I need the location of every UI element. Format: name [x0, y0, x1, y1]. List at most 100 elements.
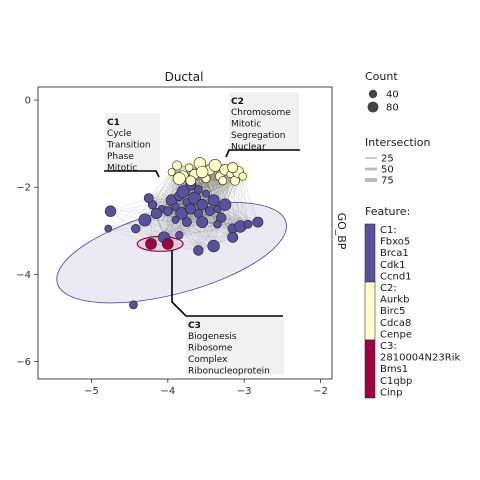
legend-feature-gene: Fbxo5	[380, 237, 410, 248]
cluster-id-c3: C3	[188, 321, 201, 331]
node-c2-15	[238, 172, 247, 181]
network-edge	[237, 171, 259, 223]
node-c1-37	[175, 231, 184, 240]
network-edge	[221, 180, 236, 218]
x-tick-label: −2	[313, 386, 328, 397]
cluster-leader-line-c1	[104, 170, 160, 178]
legend-count-label: 40	[386, 90, 399, 101]
network-edge	[161, 171, 172, 210]
cluster-term-c3: Biogenesis	[188, 332, 237, 342]
network-edge	[240, 176, 243, 227]
network-edge	[167, 243, 214, 247]
y-tick-label: −4	[16, 270, 31, 281]
network-edge	[108, 228, 152, 245]
node-c1-9	[188, 191, 201, 205]
network-edge	[198, 224, 218, 251]
cluster-label-box-c3	[186, 316, 284, 374]
network-edge	[198, 228, 233, 251]
network-edge	[198, 204, 226, 251]
network-edge	[135, 228, 180, 236]
cluster-term-c1: Transition	[106, 141, 151, 151]
network-edge	[217, 208, 259, 223]
legend-count-label: 80	[386, 103, 399, 114]
network-edge	[175, 219, 199, 251]
network-edge	[234, 180, 249, 225]
node-c2-2	[172, 160, 182, 171]
network-edge	[209, 169, 226, 205]
legend-intersection-title: Intersection	[365, 136, 430, 149]
network-edge	[194, 180, 236, 199]
network-edge	[217, 180, 224, 210]
legend-feature-group-label: C3:	[380, 341, 397, 352]
network-edge	[167, 221, 203, 245]
node-c1-24	[182, 217, 192, 228]
x-tick-label: −5	[84, 386, 99, 397]
y-tick-label: 0	[25, 96, 31, 107]
legend-count-title: Count	[365, 70, 398, 83]
network-edge	[108, 204, 153, 229]
node-c1-38	[193, 245, 204, 256]
network-edge	[108, 197, 149, 229]
network-edge	[186, 221, 233, 238]
network-edge	[205, 173, 231, 194]
x-tick-label: −4	[160, 386, 175, 397]
legend-feature-gene: Cinp	[380, 387, 402, 398]
legend-feature-group-label: C2:	[380, 283, 397, 294]
network-edge	[213, 200, 241, 227]
cluster-term-c2: Chromosome	[231, 108, 291, 118]
cluster-term-c3: Ribonucleoprotein	[188, 367, 270, 377]
node-c1-34	[104, 224, 113, 233]
cluster-label-box-c1	[105, 113, 160, 171]
network-edge	[144, 219, 187, 223]
network-edge	[148, 189, 199, 199]
y-axis-label: GO_BP	[335, 213, 348, 250]
network-edge	[150, 211, 169, 245]
cluster-term-c1: Mitotic	[107, 164, 137, 174]
network-edge	[163, 221, 203, 238]
network-edge	[175, 178, 207, 208]
legend-feature-colorbar	[364, 223, 376, 283]
node-c1-23	[171, 216, 180, 224]
node-c2-20	[172, 172, 186, 185]
network-edge	[224, 204, 259, 223]
legend-feature-gene: Cdca8	[380, 318, 411, 329]
network-edge	[152, 171, 172, 205]
axes-layer: −5 −4 −3 −2 0 −2 −4 −6	[16, 96, 328, 397]
node-c1-8	[185, 203, 197, 215]
legend-intersection-label: 25	[381, 154, 394, 165]
cluster-leader-line-c2	[225, 149, 300, 158]
network-edge	[163, 200, 172, 238]
cluster-term-c2: Nuclear	[231, 143, 266, 153]
node-c1-35	[143, 193, 154, 204]
cluster-id-c1: C1	[107, 118, 120, 128]
node-c1-18	[193, 185, 203, 194]
node-c2-9	[208, 159, 222, 172]
network-edge	[222, 180, 249, 225]
network-edge	[144, 171, 172, 221]
network-edge	[144, 213, 199, 221]
cluster-term-c1: Cycle	[107, 129, 132, 139]
node-c1-16	[216, 212, 227, 223]
network-edge	[232, 180, 236, 229]
node-c1-6	[175, 207, 188, 220]
network-edge	[135, 221, 187, 229]
network-edge	[135, 210, 168, 229]
legend-feature-gene: Ccnd1	[380, 271, 412, 282]
network-edge	[148, 171, 172, 199]
network-edge	[221, 217, 258, 223]
node-c1-20	[176, 185, 190, 198]
network-edge	[234, 180, 259, 223]
node-c2-17	[196, 165, 209, 179]
network-edge	[201, 204, 214, 247]
network-edge	[150, 221, 188, 245]
node-c3-1	[145, 238, 157, 250]
node-c2-19	[227, 162, 239, 174]
node-c1-33	[104, 205, 117, 217]
node-c3-2	[162, 238, 174, 250]
network-edge	[232, 176, 243, 229]
node-c1-2	[162, 206, 173, 217]
network-edge	[179, 228, 233, 236]
network-edge	[152, 180, 191, 205]
cluster-term-c2: Mitotic	[231, 120, 261, 130]
